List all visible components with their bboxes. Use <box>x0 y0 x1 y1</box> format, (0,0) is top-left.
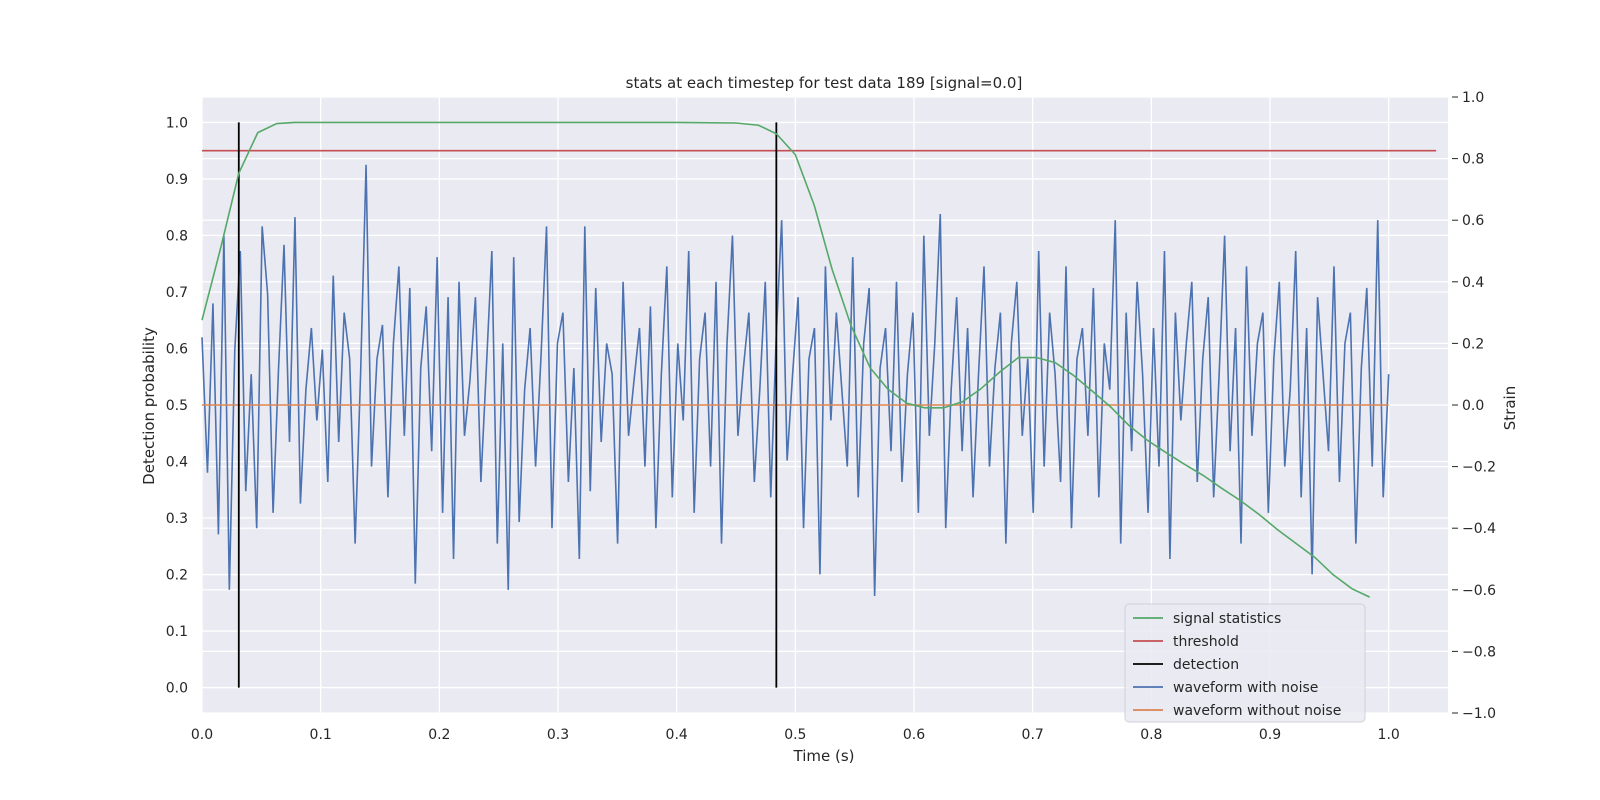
y-right-tick-label: 0.0 <box>1462 398 1484 414</box>
y-right-tick-label: −0.8 <box>1462 644 1496 660</box>
x-tick-label: 0.8 <box>1140 727 1162 743</box>
x-tick-label: 1.0 <box>1378 727 1400 743</box>
legend: signal statistics threshold detection wavef… <box>1124 603 1366 723</box>
series-signal-statistics <box>201 121 1371 598</box>
y-right-tick-label: 1.0 <box>1462 90 1484 106</box>
y-tick-label: 0.5 <box>166 398 188 414</box>
legend-label: threshold <box>1173 634 1239 650</box>
y-axis-label: Detection probability <box>140 327 158 485</box>
y-tick-label: 0.1 <box>166 624 188 640</box>
y-tick-label: 1.0 <box>166 115 188 131</box>
x-tick-label: 0.9 <box>1259 727 1281 743</box>
y-tick-label: 0.2 <box>166 568 188 584</box>
legend-label: waveform with noise <box>1173 680 1318 696</box>
x-tick-label: 0.4 <box>666 727 688 743</box>
x-tick-label: 0.5 <box>784 727 806 743</box>
x-tick-label: 0.1 <box>310 727 332 743</box>
legend-label: detection <box>1173 657 1239 673</box>
y-axis-right-label: Strain <box>1501 386 1519 430</box>
legend-label: signal statistics <box>1173 611 1281 627</box>
y-tick-label: 0.7 <box>166 285 188 301</box>
y-right-tick-label: 0.6 <box>1462 213 1484 229</box>
y-tick-label: 0.8 <box>166 228 188 244</box>
series-waveform-with-noise <box>201 164 1390 596</box>
y-tick-label: 0.3 <box>166 511 188 527</box>
y-tick-label: 0.0 <box>166 681 188 697</box>
legend-box <box>1124 603 1366 723</box>
y-right-tick-label: 0.8 <box>1462 152 1484 168</box>
x-tick-label: 0.0 <box>191 727 213 743</box>
y-tick-label: 0.4 <box>166 455 188 471</box>
x-tick-label: 0.3 <box>547 727 569 743</box>
y-right-tick-label: −0.2 <box>1462 460 1496 476</box>
y-tick-label: 0.6 <box>166 341 188 357</box>
chart-marks <box>201 121 1437 688</box>
axis-ticks: 0.0 0.1 0.2 0.3 0.4 0.5 0.6 0.7 0.8 0.9 1.0 0.0 0.1 0… <box>166 90 1496 743</box>
chart-title: stats at each timestep for test data 189… <box>626 74 1023 92</box>
legend-label: waveform without noise <box>1173 703 1341 719</box>
x-tick-label: 0.7 <box>1022 727 1044 743</box>
y-right-tick-label: 0.4 <box>1462 275 1484 291</box>
y-right-tick-label: −0.6 <box>1462 583 1496 599</box>
x-tick-label: 0.2 <box>428 727 450 743</box>
y-right-tick-label: −0.4 <box>1462 521 1496 537</box>
y-tick-label: 0.9 <box>166 172 188 188</box>
y-right-tick-label: 0.2 <box>1462 336 1484 352</box>
x-tick-label: 0.6 <box>903 727 925 743</box>
x-axis-label: Time (s) <box>793 747 855 765</box>
y-right-tick-label: −1.0 <box>1462 706 1496 722</box>
